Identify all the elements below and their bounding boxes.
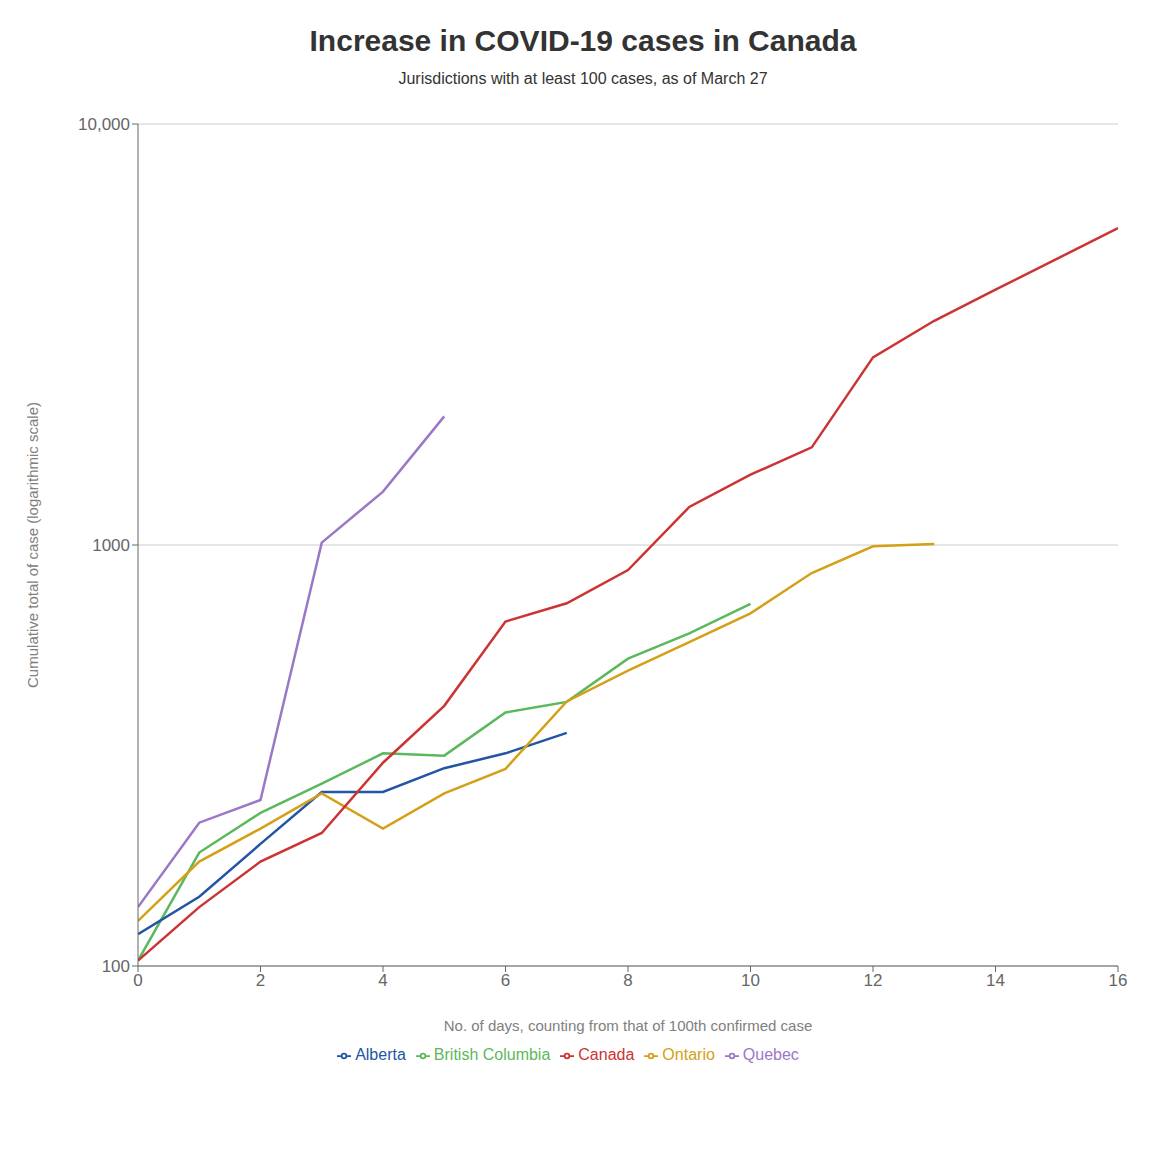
html-text:Quebec: Quebec (742, 1046, 799, 1063)
svg-text:2: 2 (256, 971, 265, 990)
svg-text:10: 10 (741, 971, 760, 990)
html-text:British Columbia: British Columbia (433, 1046, 551, 1063)
svg-text:14: 14 (986, 971, 1005, 990)
html-text:Canada: Canada (578, 1046, 635, 1063)
svg-text:100: 100 (102, 957, 130, 976)
html-text:Ontario: Ontario (662, 1046, 715, 1063)
svg-text:1000: 1000 (92, 536, 130, 555)
svg-text:12: 12 (864, 971, 883, 990)
svg-text:4: 4 (378, 971, 387, 990)
html-text:Increase in COVID-19 cases in: Increase in COVID-19 cases in Canada (309, 24, 857, 57)
svg-text:No. of days, counting from tha: No. of days, counting from that of 100th… (444, 1017, 813, 1034)
html-text:Jurisdictions with at least 10: Jurisdictions with at least 100 cases, a… (398, 70, 768, 87)
html-text:Alberta: Alberta (355, 1046, 406, 1063)
svg-text:16: 16 (1109, 971, 1128, 990)
svg-text:8: 8 (623, 971, 632, 990)
svg-text:0: 0 (133, 971, 142, 990)
svg-text:Cumulative total of case (loga: Cumulative total of case (logarithmic sc… (24, 402, 41, 688)
svg-text:6: 6 (501, 971, 510, 990)
svg-text:10,000: 10,000 (78, 115, 130, 134)
